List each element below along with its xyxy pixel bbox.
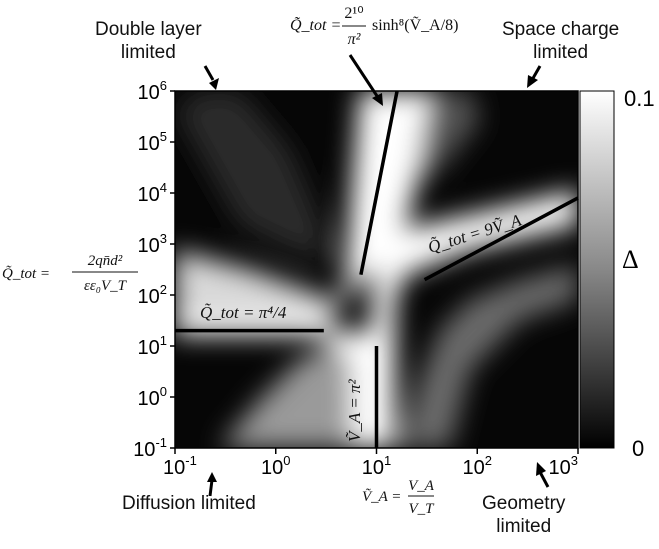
arrow-geometry: [536, 462, 550, 488]
label-diffusion: Diffusion limited: [122, 492, 256, 515]
colorbar-label: Δ: [622, 245, 639, 274]
ylabel: Q̃_tot = 2qn̄d² εε₀V_T: [2, 253, 138, 294]
colorbar-min-label: 0: [632, 436, 644, 461]
eq-sinh-num: 2¹⁰: [344, 5, 363, 22]
ylabel-num: 2qn̄d²: [88, 253, 123, 269]
eq-sinh-den: π²: [348, 31, 362, 48]
arrow-space-charge: [527, 65, 542, 88]
y-tick-label: 102: [138, 282, 167, 308]
x-tick-label: 102: [463, 453, 492, 479]
colorbar-max-label: 0.1: [624, 86, 655, 111]
label-space-charge-line2: limited: [533, 42, 589, 63]
xlabel-den: V_T: [408, 501, 435, 517]
colorbar-gradient: [579, 90, 615, 449]
x-tick-label: 100: [261, 453, 290, 479]
heatmap-field: [175, 91, 578, 448]
y-tick-label: 106: [138, 78, 167, 104]
x-tick-label: 10-1: [163, 453, 197, 479]
label-double-layer: Double layer limited: [95, 18, 202, 64]
eq-sinh: Q̃_tot = 2¹⁰ π² sinh⁸(Ṽ_A/8): [290, 5, 458, 48]
eq-pi4: Q̃_tot = π⁴/4: [200, 303, 287, 322]
label-space-charge-line1: Space charge: [502, 19, 620, 40]
y-tick-label: 100: [138, 384, 167, 410]
xlabel-left: Ṽ_A =: [362, 488, 401, 505]
y-tick-label: 103: [138, 231, 167, 257]
xlabel: Ṽ_A = V_A V_T: [362, 478, 435, 517]
label-double-layer-line2: limited: [120, 42, 176, 63]
eq-sinh-left: Q̃_tot =: [290, 16, 341, 34]
arrow-sinh: [348, 54, 383, 106]
colorbar: 0.1 0 Δ: [579, 86, 655, 461]
ylabel-left: Q̃_tot =: [2, 265, 50, 282]
arrow-double-layer: [203, 65, 219, 90]
label-diffusion-line1: Diffusion limited: [122, 493, 256, 514]
boundary-line-nine_VA: [423, 196, 579, 282]
label-geometry-line2: limited: [496, 516, 552, 537]
boundary-line-sinh8: [359, 90, 399, 276]
y-tick-label: 101: [138, 333, 167, 359]
label-double-layer-line1: Double layer: [95, 19, 202, 40]
y-tick-label: 104: [138, 180, 167, 206]
y-tick-label: 10-1: [133, 435, 167, 461]
y-tick-label: 105: [138, 129, 167, 155]
label-geometry: Geometry limited: [482, 492, 565, 538]
x-tick-label: 101: [362, 453, 391, 479]
arrow-diffusion: [207, 472, 217, 497]
x-tick-label: 103: [549, 453, 578, 479]
eq-sinh-right: sinh⁸(Ṽ_A/8): [372, 15, 458, 34]
eq-pi2: Ṽ_A = π²: [345, 379, 364, 442]
ylabel-den: εε₀V_T: [84, 278, 128, 294]
label-space-charge: Space charge limited: [502, 18, 619, 64]
label-geometry-line1: Geometry: [482, 493, 566, 514]
xlabel-num: V_A: [408, 478, 435, 494]
